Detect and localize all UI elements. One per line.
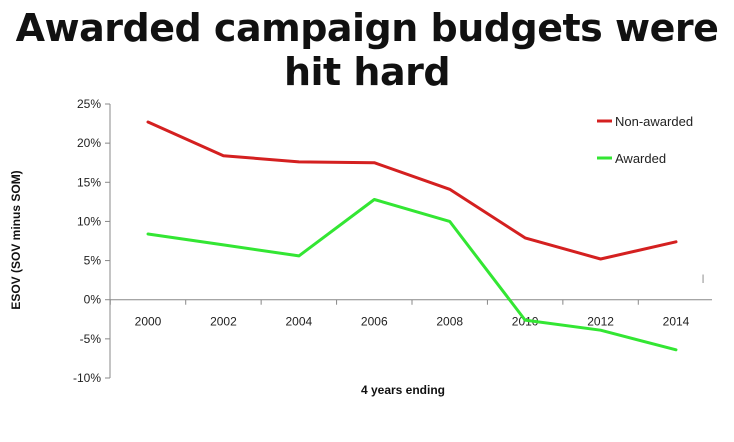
legend-label: Awarded [615, 151, 666, 166]
series-layer [146, 120, 678, 352]
x-tick-label: 2006 [361, 315, 388, 329]
y-axis-title: ESOV (SOV minus SOM) [9, 170, 23, 309]
y-tick-label: 0% [84, 293, 102, 307]
x-tick-label: 2004 [286, 315, 313, 329]
series-line-non-awarded [146, 120, 678, 261]
y-tick-label: 10% [77, 214, 101, 228]
text-cursor-icon: I [701, 272, 704, 286]
series-line-awarded [146, 198, 678, 352]
y-tick-label: 25% [77, 97, 101, 111]
x-tick-label: 2008 [436, 315, 463, 329]
y-axis: 25% 20% 15% 10% 5% 0% -5% -10% [73, 97, 111, 385]
y-tick-label: 20% [77, 136, 101, 150]
y-tick-label: 15% [77, 175, 101, 189]
x-axis: 2000 2002 2004 2006 2008 2010 2012 2014 [109, 299, 712, 329]
x-tick-label: 2000 [135, 315, 162, 329]
legend-label: Non-awarded [615, 114, 693, 129]
y-tick-label: -10% [73, 371, 101, 385]
x-axis-title: 4 years ending [361, 383, 445, 397]
y-tick-label: 5% [84, 254, 102, 268]
legend: Non-awarded Awarded [597, 114, 693, 166]
x-tick-label: 2012 [587, 315, 614, 329]
x-tick-label: 2002 [210, 315, 237, 329]
x-tick-label: 2010 [512, 315, 539, 329]
y-tick-label: -5% [80, 332, 102, 346]
slide-title: Awarded campaign budgets were hit hard [15, 6, 719, 94]
x-tick-label: 2014 [663, 315, 690, 329]
